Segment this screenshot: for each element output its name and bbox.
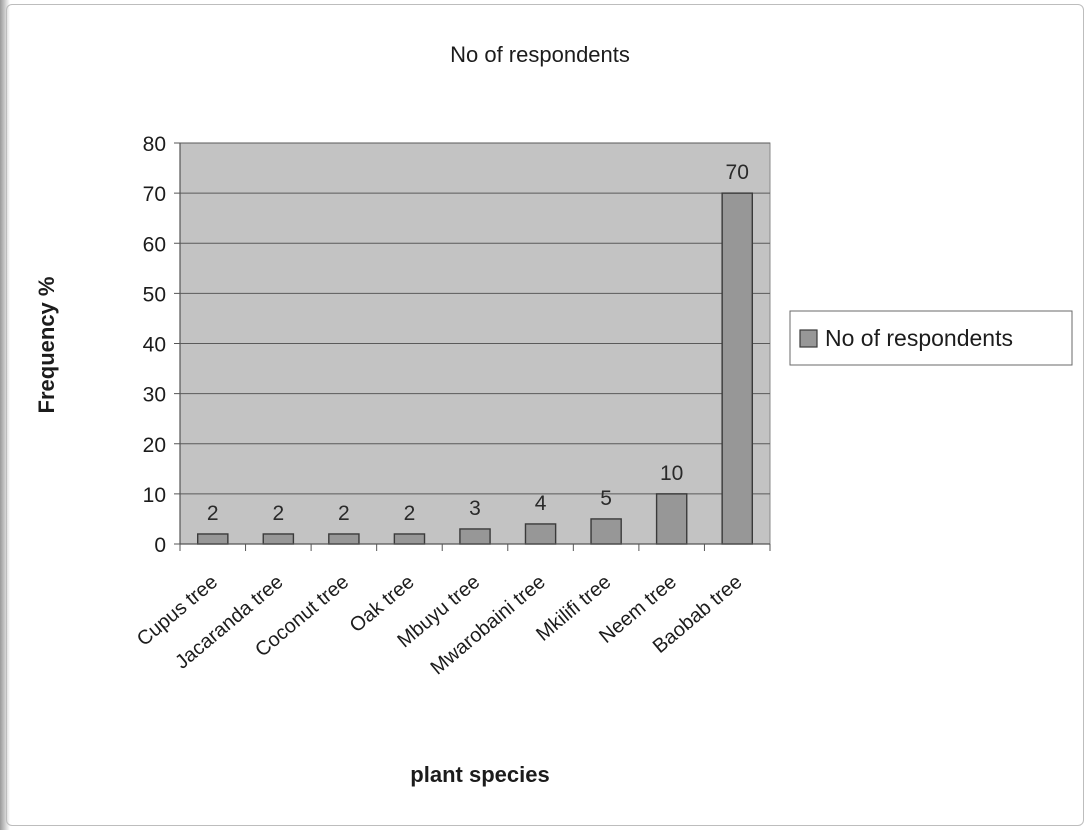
x-axis-title: plant species xyxy=(410,762,549,787)
y-tick-label: 30 xyxy=(143,384,166,407)
legend-label: No of respondents xyxy=(825,325,1013,351)
y-tick-label: 40 xyxy=(143,334,166,357)
y-tick-label: 10 xyxy=(143,484,166,507)
bar xyxy=(524,523,557,545)
bar-value-label: 2 xyxy=(404,502,416,525)
page-edge-shadow xyxy=(0,0,10,830)
data-labels: 2 2 2 2 3 4 5 10 70 xyxy=(207,161,749,525)
y-tick-label: 80 xyxy=(143,133,166,156)
legend-box xyxy=(789,310,1073,366)
x-axis-ticks xyxy=(179,544,771,551)
bar-value-label: 2 xyxy=(272,502,284,525)
bar-value-label: 2 xyxy=(338,502,350,525)
gridlines xyxy=(180,142,770,495)
bar xyxy=(721,192,754,545)
y-tick-label: 0 xyxy=(154,534,166,557)
bar-value-label: 5 xyxy=(600,487,612,510)
y-axis-ticks: 0 10 20 30 40 50 60 70 80 xyxy=(143,133,180,557)
bar-value-label: 4 xyxy=(535,492,547,515)
bar xyxy=(655,493,688,545)
legend: No of respondents xyxy=(789,310,1073,366)
bar xyxy=(393,533,426,545)
bar-value-label: 70 xyxy=(726,161,749,184)
y-tick-label: 70 xyxy=(143,183,166,206)
bar-value-label: 2 xyxy=(207,502,219,525)
bar-value-label: 10 xyxy=(660,462,683,485)
y-tick-label: 60 xyxy=(143,233,166,256)
bar xyxy=(262,533,295,545)
bar xyxy=(196,533,229,545)
bar-value-label: 3 xyxy=(469,497,481,520)
y-axis-title: Frequency % xyxy=(34,277,59,414)
y-tick-label: 50 xyxy=(143,283,166,306)
bars xyxy=(196,192,754,545)
legend-swatch xyxy=(799,329,818,348)
bar xyxy=(459,528,491,545)
chart-frame xyxy=(6,4,1084,826)
chart-title: No of respondents xyxy=(450,42,630,67)
y-tick-label: 20 xyxy=(143,434,166,457)
bar xyxy=(590,518,622,545)
bar xyxy=(328,533,360,545)
x-category-label: Mwarobaini tree xyxy=(427,571,550,679)
